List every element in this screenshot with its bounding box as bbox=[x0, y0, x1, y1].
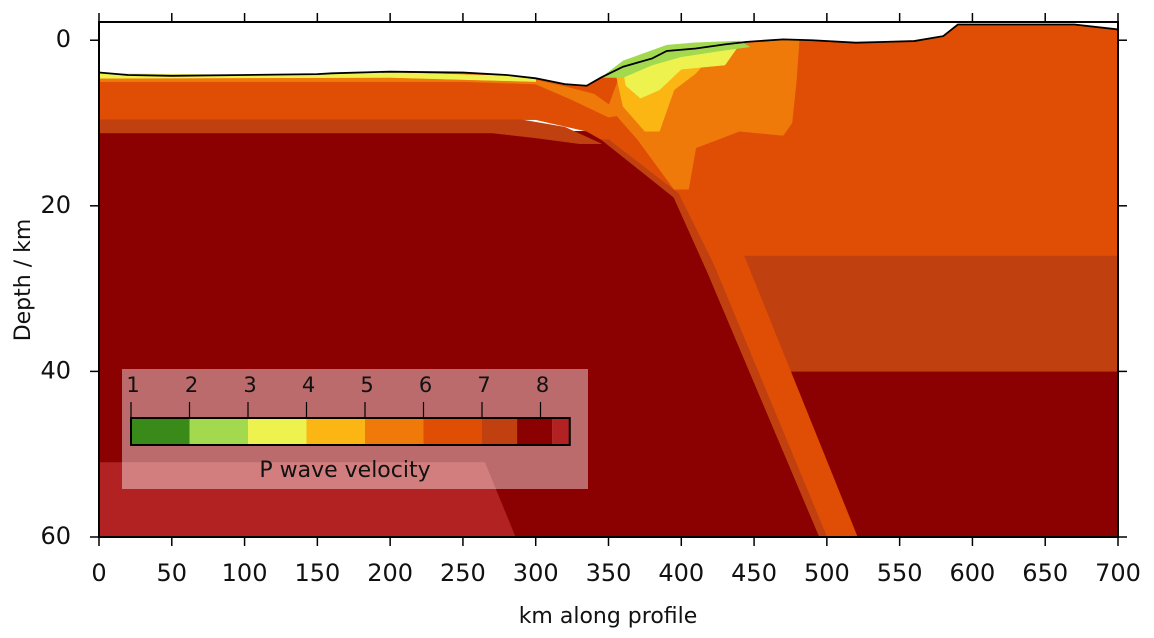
x-tick-label: 0 bbox=[91, 559, 106, 587]
colorbar-tick-label: 5 bbox=[360, 373, 373, 397]
x-tick-label: 50 bbox=[157, 559, 188, 587]
colorbar-tick-label: 4 bbox=[302, 373, 315, 397]
x-axis-label: km along profile bbox=[519, 604, 698, 629]
x-tick-label: 500 bbox=[804, 559, 850, 587]
x-tick-label: 700 bbox=[1095, 559, 1141, 587]
y-axis-label: Depth / km bbox=[11, 219, 36, 342]
x-tick-label: 100 bbox=[222, 559, 268, 587]
colorbar-segment bbox=[248, 418, 307, 445]
velocity-region bbox=[600, 139, 828, 537]
x-tick-label: 650 bbox=[1022, 559, 1068, 587]
x-tick-label: 300 bbox=[513, 559, 559, 587]
surface-line bbox=[99, 23, 1118, 87]
x-tick-label: 150 bbox=[294, 559, 340, 587]
colorbar-tick-label: 8 bbox=[536, 373, 549, 397]
velocity-region bbox=[99, 462, 516, 537]
x-tick-label: 600 bbox=[950, 559, 996, 587]
colorbar-tick-label: 7 bbox=[477, 373, 490, 397]
velocity-region bbox=[600, 40, 751, 78]
x-tick-label: 550 bbox=[877, 559, 923, 587]
x-tick-label: 400 bbox=[658, 559, 704, 587]
y-tick-label: 60 bbox=[40, 522, 71, 550]
velocity-region bbox=[99, 119, 602, 144]
colorbar-label: P wave velocity bbox=[259, 458, 430, 483]
colorbar-segment bbox=[306, 418, 365, 445]
colorbar-segment bbox=[482, 418, 518, 445]
colorbar-tick-label: 2 bbox=[185, 373, 198, 397]
colorbar-segment bbox=[131, 418, 190, 445]
colorbar-tick-label: 6 bbox=[419, 373, 432, 397]
x-tick-label: 450 bbox=[731, 559, 777, 587]
colorbar-outline bbox=[130, 417, 571, 446]
y-tick-label: 40 bbox=[40, 356, 71, 384]
colorbar-segment bbox=[189, 418, 248, 445]
colorbar-segment bbox=[552, 418, 570, 445]
colorbar-segment bbox=[365, 418, 424, 445]
colorbar-segment bbox=[517, 418, 553, 445]
y-tick-label: 0 bbox=[56, 25, 71, 53]
colorbar-segment bbox=[423, 418, 482, 445]
x-tick-label: 350 bbox=[586, 559, 632, 587]
y-tick-label: 20 bbox=[40, 191, 71, 219]
x-tick-label: 200 bbox=[367, 559, 413, 587]
x-tick-label: 250 bbox=[440, 559, 486, 587]
colorbar-tick-label: 3 bbox=[243, 373, 256, 397]
velocity-region bbox=[724, 255, 1118, 372]
colorbar-tick-label: 1 bbox=[126, 373, 139, 397]
